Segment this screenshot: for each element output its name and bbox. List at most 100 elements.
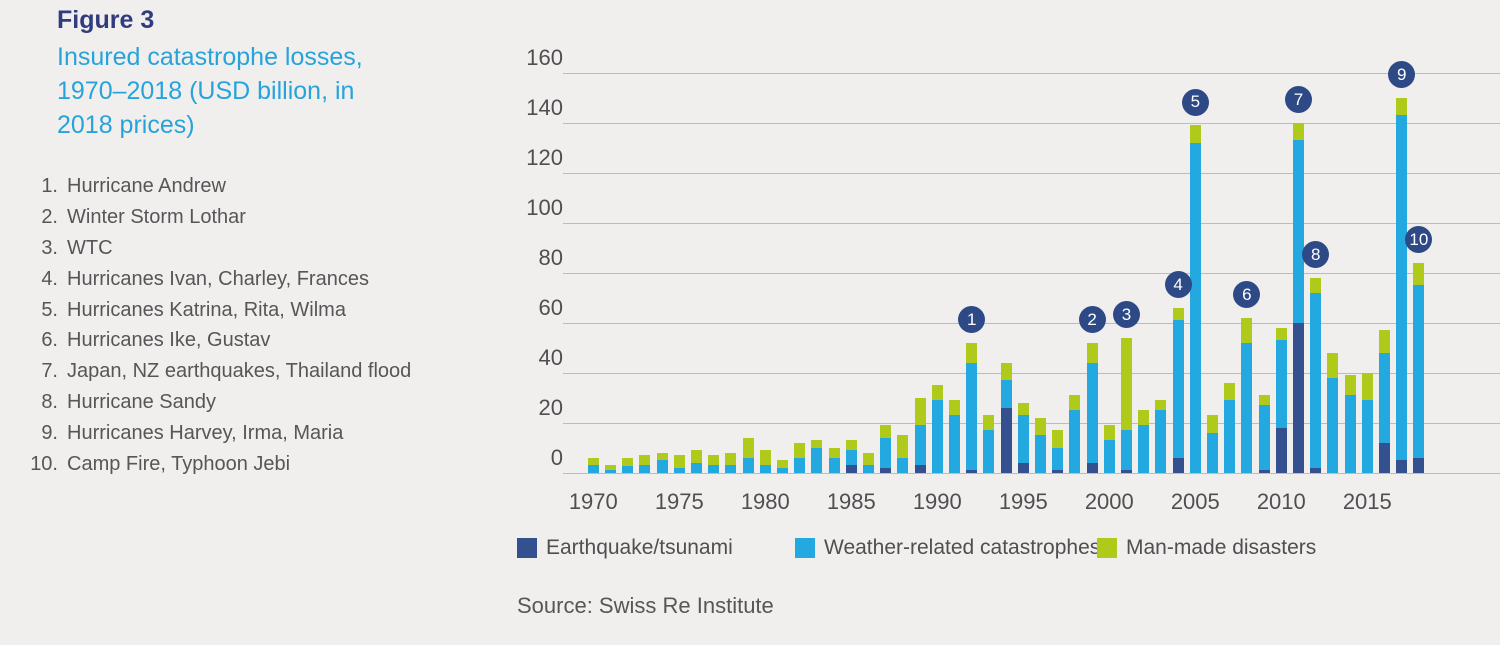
segment-manmade-1971 (605, 465, 616, 471)
segment-manmade-2015 (1361, 372, 1373, 401)
event-label: Hurricane Sandy (67, 391, 216, 414)
segment-weather-2002 (1138, 425, 1150, 473)
segment-manmade-2002 (1138, 410, 1150, 426)
segment-manmade-1999 (1086, 342, 1098, 363)
segment-manmade-2008 (1241, 317, 1253, 343)
segment-manmade-1985 (845, 440, 857, 451)
segment-manmade-1975 (673, 455, 685, 468)
segment-manmade-1980 (759, 450, 771, 466)
segment-manmade-2003 (1155, 400, 1167, 411)
gridline-60 (563, 322, 1500, 324)
segment-weather-2007 (1224, 400, 1236, 473)
legend-label-0: Earthquake/tsunami (546, 536, 733, 559)
segment-manmade-2012 (1310, 277, 1322, 293)
segment-weather-1987 (880, 437, 892, 468)
y-axis-tick-label: 80 (538, 244, 563, 270)
segment-weather-1982 (794, 457, 806, 473)
segment-manmade-1982 (794, 442, 806, 458)
segment-weather-1994 (1000, 380, 1012, 408)
segment-weather-1978 (725, 465, 737, 473)
event-badge-10: 10 (1405, 226, 1433, 254)
x-axis-tick-label: 2005 (1170, 489, 1220, 514)
event-badge-9: 9 (1388, 61, 1416, 89)
event-badge-6: 6 (1233, 281, 1261, 309)
event-number: 9. (41, 422, 58, 445)
event-list-item-2: 2. Winter Storm Lothar (20, 202, 411, 233)
event-label: Hurricanes Harvey, Irma, Maria (67, 422, 344, 445)
event-number: 2. (41, 205, 58, 228)
segment-weather-2006 (1207, 432, 1218, 473)
gridline-160 (563, 72, 1500, 74)
segment-earthquake-1997 (1052, 470, 1064, 473)
segment-weather-1992 (966, 362, 978, 471)
segment-manmade-1973 (639, 455, 651, 466)
segment-weather-2010 (1275, 340, 1287, 428)
segment-manmade-2011 (1293, 122, 1304, 141)
segment-weather-1980 (759, 465, 771, 473)
segment-weather-1986 (863, 465, 874, 473)
event-list-item-10: 10. Camp Fire, Typhoon Jebi (20, 449, 411, 480)
gridline-0 (563, 472, 1500, 474)
segment-manmade-2001 (1121, 337, 1132, 431)
segment-manmade-2009 (1258, 395, 1270, 406)
figure-title: Insured catastrophe losses, 1970–2018 (U… (57, 40, 363, 142)
event-badge-7: 7 (1285, 86, 1312, 114)
segment-weather-1976 (691, 462, 702, 473)
segment-earthquake-2018 (1413, 457, 1425, 473)
gridline-140 (563, 122, 1500, 124)
segment-earthquake-2001 (1121, 470, 1132, 473)
segment-manmade-2016 (1379, 330, 1390, 353)
segment-weather-1991 (949, 415, 960, 473)
x-axis-tick-label: 1990 (912, 489, 962, 514)
gridline-40 (563, 372, 1500, 374)
event-number: 4. (41, 267, 58, 290)
event-list-item-3: 3. WTC (20, 233, 411, 264)
y-axis-tick-label: 160 (526, 44, 563, 70)
x-axis-tick-label: 1980 (740, 489, 790, 514)
segment-manmade-1987 (880, 425, 892, 438)
y-axis-tick-label: 60 (538, 294, 563, 320)
legend-label-1: Weather-related catastrophes (824, 536, 1101, 559)
segment-weather-1981 (777, 467, 788, 473)
segment-manmade-1972 (622, 457, 634, 467)
segment-manmade-1988 (897, 435, 909, 458)
event-list: 1. Hurricane Andrew 2. Winter Storm Lothar 3… (20, 171, 411, 480)
segment-manmade-1978 (725, 452, 737, 466)
event-label: Winter Storm Lothar (67, 205, 246, 228)
legend-label-2: Man-made disasters (1126, 536, 1317, 559)
segment-manmade-1998 (1069, 395, 1081, 411)
event-list-item-7: 7. Japan, NZ earthquakes, Thailand flood (20, 356, 411, 387)
segment-weather-1996 (1035, 435, 1046, 473)
event-number: 10. (30, 452, 58, 475)
segment-manmade-1979 (742, 437, 754, 458)
gridline-80 (563, 272, 1500, 274)
segment-weather-1973 (639, 465, 651, 473)
segment-manmade-1995 (1017, 402, 1029, 416)
segment-earthquake-1987 (880, 467, 892, 473)
event-label: Hurricane Andrew (67, 174, 226, 197)
segment-manmade-1991 (949, 400, 960, 416)
segment-earthquake-1989 (914, 465, 926, 473)
segment-weather-1993 (983, 430, 995, 473)
segment-earthquake-2016 (1379, 442, 1390, 473)
event-list-item-4: 4. Hurricanes Ivan, Charley, Frances (20, 264, 411, 295)
event-badge-2: 2 (1078, 306, 1106, 334)
segment-manmade-2005 (1189, 125, 1201, 143)
gridline-100 (563, 222, 1500, 224)
segment-weather-2011 (1293, 140, 1304, 323)
source-note: Source: Swiss Re Institute (517, 593, 774, 618)
segment-weather-1983 (811, 447, 823, 473)
event-list-item-5: 5. Hurricanes Katrina, Rita, Wilma (20, 295, 411, 326)
event-badge-1: 1 (958, 306, 986, 334)
x-axis-tick-label: 2000 (1084, 489, 1134, 514)
segment-manmade-1993 (983, 415, 995, 431)
segment-manmade-2006 (1207, 415, 1218, 433)
segment-earthquake-2012 (1310, 467, 1322, 473)
event-number: 8. (41, 391, 58, 414)
x-axis-tick-label: 1995 (998, 489, 1048, 514)
segment-earthquake-2004 (1172, 457, 1184, 473)
segment-weather-1984 (828, 457, 840, 473)
event-number: 6. (41, 329, 58, 352)
